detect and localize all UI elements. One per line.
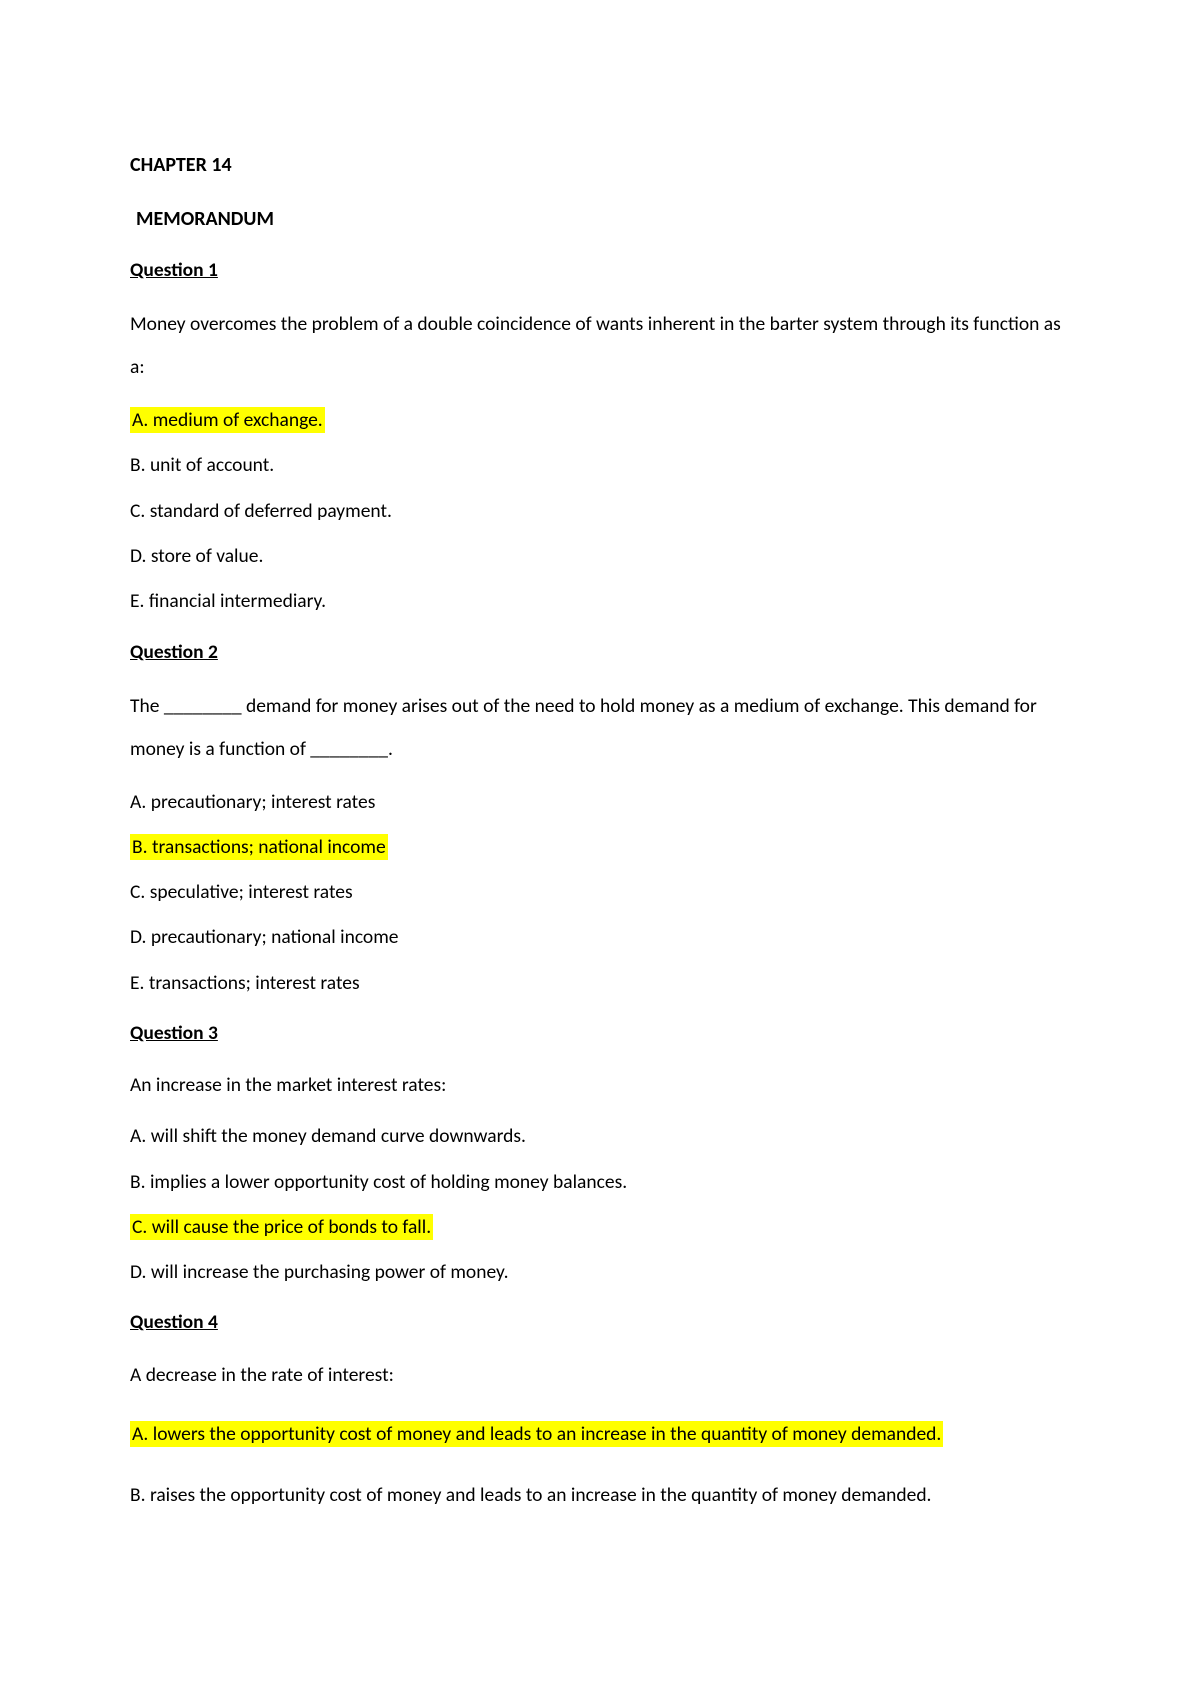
- option: A. lowers the opportunity cost of money …: [130, 1413, 1070, 1456]
- question-text: Money overcomes the problem of a double …: [130, 303, 1070, 389]
- question-text: An increase in the market interest rates…: [130, 1066, 1070, 1105]
- option-text: C. speculative; interest rates: [130, 880, 353, 904]
- option: B. implies a lower opportunity cost of h…: [130, 1169, 1070, 1196]
- option-text: A. precautionary; interest rates: [130, 790, 375, 814]
- option: A. precautionary; interest rates: [130, 789, 1070, 816]
- option: D. precautionary; national income: [130, 924, 1070, 951]
- option-text: A. will shift the money demand curve dow…: [130, 1124, 526, 1148]
- option: D. will increase the purchasing power of…: [130, 1259, 1070, 1286]
- option: C. standard of deferred payment.: [130, 498, 1070, 525]
- question-text: A decrease in the rate of interest:: [130, 1356, 1070, 1395]
- option-text: E. financial intermediary.: [130, 589, 326, 613]
- option: D. store of value.: [130, 543, 1070, 570]
- question-block: Question 4 A decrease in the rate of int…: [130, 1308, 1070, 1516]
- option: B. transactions; national income: [130, 834, 1070, 861]
- option: B. raises the opportunity cost of money …: [130, 1474, 1070, 1517]
- option-text: C. will cause the price of bonds to fall…: [130, 1214, 433, 1240]
- option-text: B. transactions; national income: [130, 834, 388, 860]
- question-block: Question 1 Money overcomes the problem o…: [130, 256, 1070, 616]
- option: C. speculative; interest rates: [130, 879, 1070, 906]
- question-heading: Question 3: [130, 1019, 1070, 1048]
- option: A. will shift the money demand curve dow…: [130, 1123, 1070, 1150]
- question-block: Question 3 An increase in the market int…: [130, 1019, 1070, 1286]
- option-text: D. will increase the purchasing power of…: [130, 1260, 509, 1284]
- option-text: C. standard of deferred payment.: [130, 499, 392, 523]
- question-block: Question 2 The ________ demand for money…: [130, 638, 1070, 998]
- option-text: A. lowers the opportunity cost of money …: [130, 1421, 943, 1447]
- option-text: B. implies a lower opportunity cost of h…: [130, 1170, 627, 1194]
- option-text: B. raises the opportunity cost of money …: [130, 1483, 931, 1507]
- option-text: B. unit of account.: [130, 453, 274, 477]
- memorandum-title: MEMORANDUM: [130, 204, 1070, 234]
- question-heading: Question 1: [130, 256, 1070, 285]
- question-text: The ________ demand for money arises out…: [130, 685, 1070, 771]
- chapter-title: CHAPTER 14: [130, 150, 1070, 180]
- option-text: D. precautionary; national income: [130, 925, 399, 949]
- option-text: A. medium of exchange.: [130, 407, 325, 433]
- option-text: D. store of value.: [130, 544, 263, 568]
- question-heading: Question 2: [130, 638, 1070, 667]
- option: E. transactions; interest rates: [130, 970, 1070, 997]
- option: B. unit of account.: [130, 452, 1070, 479]
- option: A. medium of exchange.: [130, 407, 1070, 434]
- option: E. financial intermediary.: [130, 588, 1070, 615]
- question-heading: Question 4: [130, 1308, 1070, 1337]
- option: C. will cause the price of bonds to fall…: [130, 1214, 1070, 1241]
- option-text: E. transactions; interest rates: [130, 971, 360, 995]
